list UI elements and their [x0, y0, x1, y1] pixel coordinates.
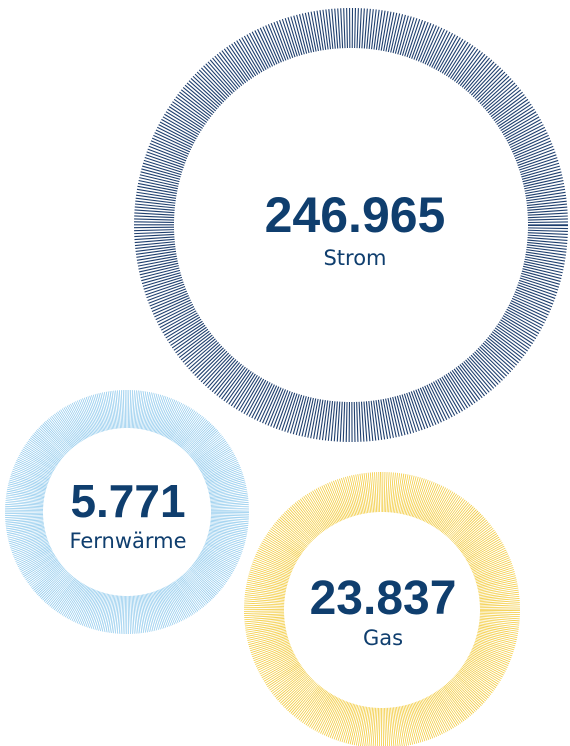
label: Strom	[323, 246, 386, 270]
ring-strom	[134, 8, 568, 442]
value: 5.771	[70, 475, 185, 527]
value: 246.965	[265, 187, 446, 243]
label: Fernwärme	[69, 529, 186, 553]
value: 23.837	[310, 572, 457, 625]
label: Gas	[363, 626, 403, 650]
ring-gas	[244, 472, 520, 746]
